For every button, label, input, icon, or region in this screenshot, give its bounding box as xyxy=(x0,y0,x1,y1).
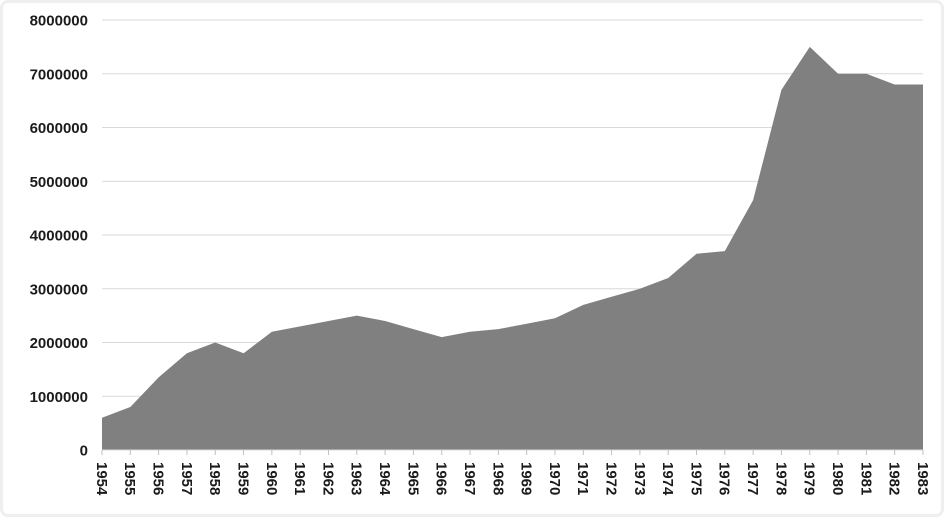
y-axis-tick-label: 2000000 xyxy=(30,335,88,352)
x-axis-tick-label: 1979 xyxy=(801,462,818,495)
area-series xyxy=(102,46,923,451)
x-axis-tick-label: 1954 xyxy=(93,462,110,496)
x-axis-tick-label: 1955 xyxy=(121,462,138,495)
x-axis-tick-label: 1982 xyxy=(886,462,903,495)
x-axis-tick-label: 1958 xyxy=(206,462,223,495)
y-axis-tick-label: 3000000 xyxy=(30,281,88,298)
x-axis-tick-label: 1965 xyxy=(404,462,421,495)
x-axis-tick-label: 1976 xyxy=(716,462,733,495)
x-axis-tick-label: 1974 xyxy=(659,462,676,496)
x-axis-tick-label: 1970 xyxy=(546,462,563,495)
x-axis-tick-label: 1962 xyxy=(319,462,336,495)
x-axis-tick-label: 1959 xyxy=(234,462,251,495)
x-axis-tick-label: 1980 xyxy=(829,462,846,495)
x-axis-tick-label: 1966 xyxy=(433,462,450,495)
x-axis-tick-label: 1972 xyxy=(602,462,619,495)
x-axis-tick-label: 1978 xyxy=(772,462,789,495)
x-axis-tick-label: 1964 xyxy=(376,462,393,496)
x-axis-tick-label: 1981 xyxy=(857,462,874,495)
x-axis-tick-label: 1977 xyxy=(744,462,761,495)
x-axis-tick-label: 1973 xyxy=(631,462,648,495)
y-axis-tick-label: 1000000 xyxy=(30,389,88,406)
y-axis-tick-label: 7000000 xyxy=(30,66,88,83)
y-axis-tick-label: 5000000 xyxy=(30,174,88,191)
x-axis-tick-label: 1961 xyxy=(291,462,308,495)
x-axis-tick-label: 1967 xyxy=(461,462,478,495)
x-axis-tick-label: 1975 xyxy=(687,462,704,495)
y-axis-tick-label: 8000000 xyxy=(30,13,88,30)
y-axis-tick-label: 6000000 xyxy=(30,120,88,137)
y-axis-tick-label: 0 xyxy=(80,443,88,460)
y-axis-tick-label: 4000000 xyxy=(30,228,88,245)
x-axis-tick-label: 1983 xyxy=(914,462,931,495)
x-axis-tick-label: 1963 xyxy=(348,462,365,495)
x-axis-tick-label: 1957 xyxy=(178,462,195,495)
x-axis-tick-label: 1968 xyxy=(489,462,506,495)
x-axis-tick-label: 1956 xyxy=(150,462,167,495)
x-axis-tick-label: 1969 xyxy=(518,462,535,495)
x-axis-tick-label: 1971 xyxy=(574,462,591,495)
x-axis-tick-label: 1960 xyxy=(263,462,280,495)
